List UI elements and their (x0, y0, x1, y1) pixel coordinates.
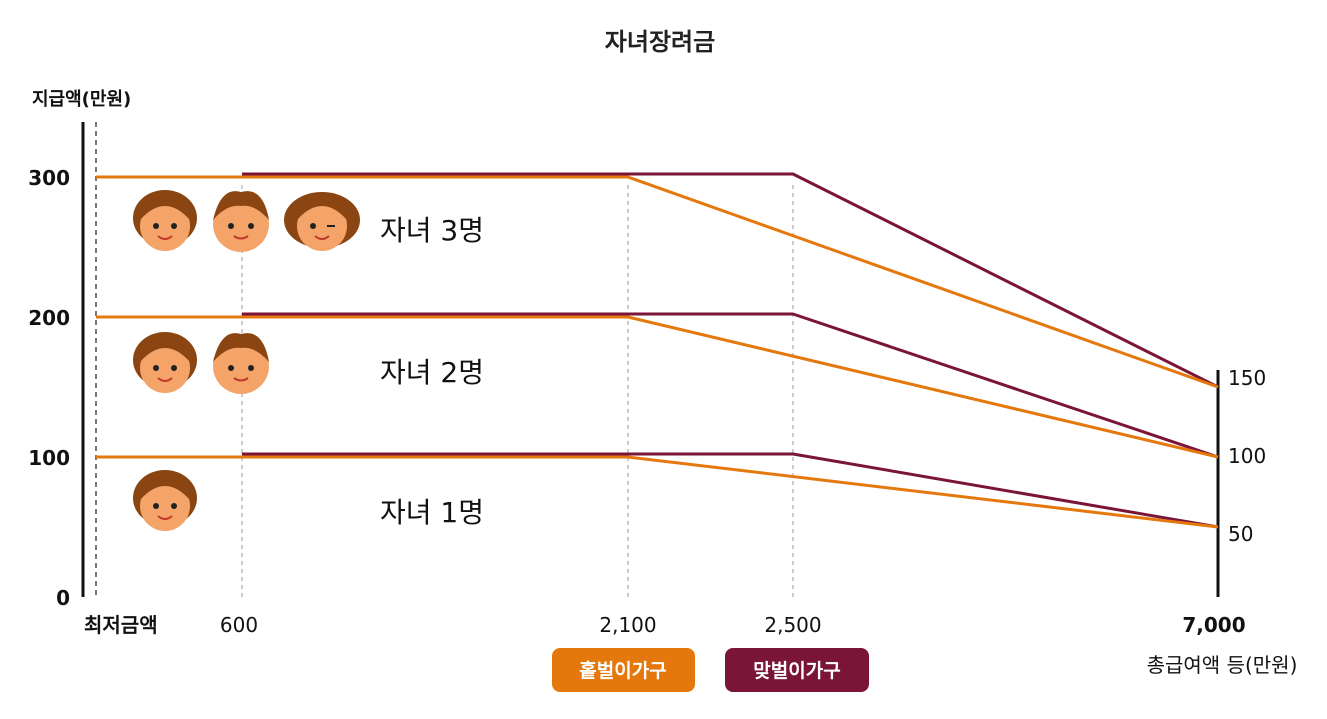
legend-dual-swatch[interactable] (725, 648, 869, 692)
annotation-children-1: 자녀 1명 (380, 496, 484, 529)
legend: 홑벌이가구 맞벌이가구 (552, 648, 869, 692)
girl-face-icon (284, 192, 360, 251)
dual-line-children-2 (242, 312, 1219, 459)
dual-line-children-3 (242, 172, 1219, 389)
annotation-children-3: 자녀 3명 (380, 214, 484, 247)
girl-face-icon (133, 470, 197, 531)
girl-face-icon (133, 332, 197, 393)
x-tick-label: 최저금액 (84, 613, 158, 637)
single-line-children-1 (96, 455, 1219, 529)
y-tick-right: 50 (1228, 522, 1253, 546)
y-tick-left: 0 (56, 586, 70, 610)
legend-single-swatch[interactable] (552, 648, 695, 692)
y-tick-left: 300 (28, 166, 70, 190)
faces (133, 190, 360, 531)
single-line-children-3 (96, 175, 1219, 389)
boy-face-icon (213, 191, 269, 252)
boy-face-icon (213, 333, 269, 394)
x-axis-label: 총급여액 등(만원) (1147, 653, 1298, 677)
chart-title: 자녀장려금 (605, 28, 715, 56)
y-axis-label: 지급액(만원) (32, 89, 131, 110)
y-tick-right: 100 (1228, 444, 1266, 468)
y-tick-left: 100 (28, 446, 70, 470)
legend-dual-label: 맞벌이가구 (753, 660, 840, 682)
y-tick-right: 150 (1228, 366, 1266, 390)
legend-single-label: 홑벌이가구 (579, 659, 666, 682)
y-tick-left: 200 (28, 306, 70, 330)
tick-labels: 0 100 200 300 50 100 150 최저금액 600 2,100 2,500 7,000 (28, 166, 1266, 637)
dual-line-children-1 (242, 452, 1219, 529)
single-line-children-2 (96, 315, 1219, 459)
x-tick-label: 2,500 (764, 613, 821, 637)
girl-face-icon (133, 190, 197, 251)
x-tick-label: 2,100 (599, 613, 656, 637)
x-tick-label: 7,000 (1182, 613, 1245, 637)
x-tick-label: 600 (220, 613, 258, 637)
series-lines (96, 172, 1219, 529)
annotation-children-2: 자녀 2명 (380, 356, 484, 389)
